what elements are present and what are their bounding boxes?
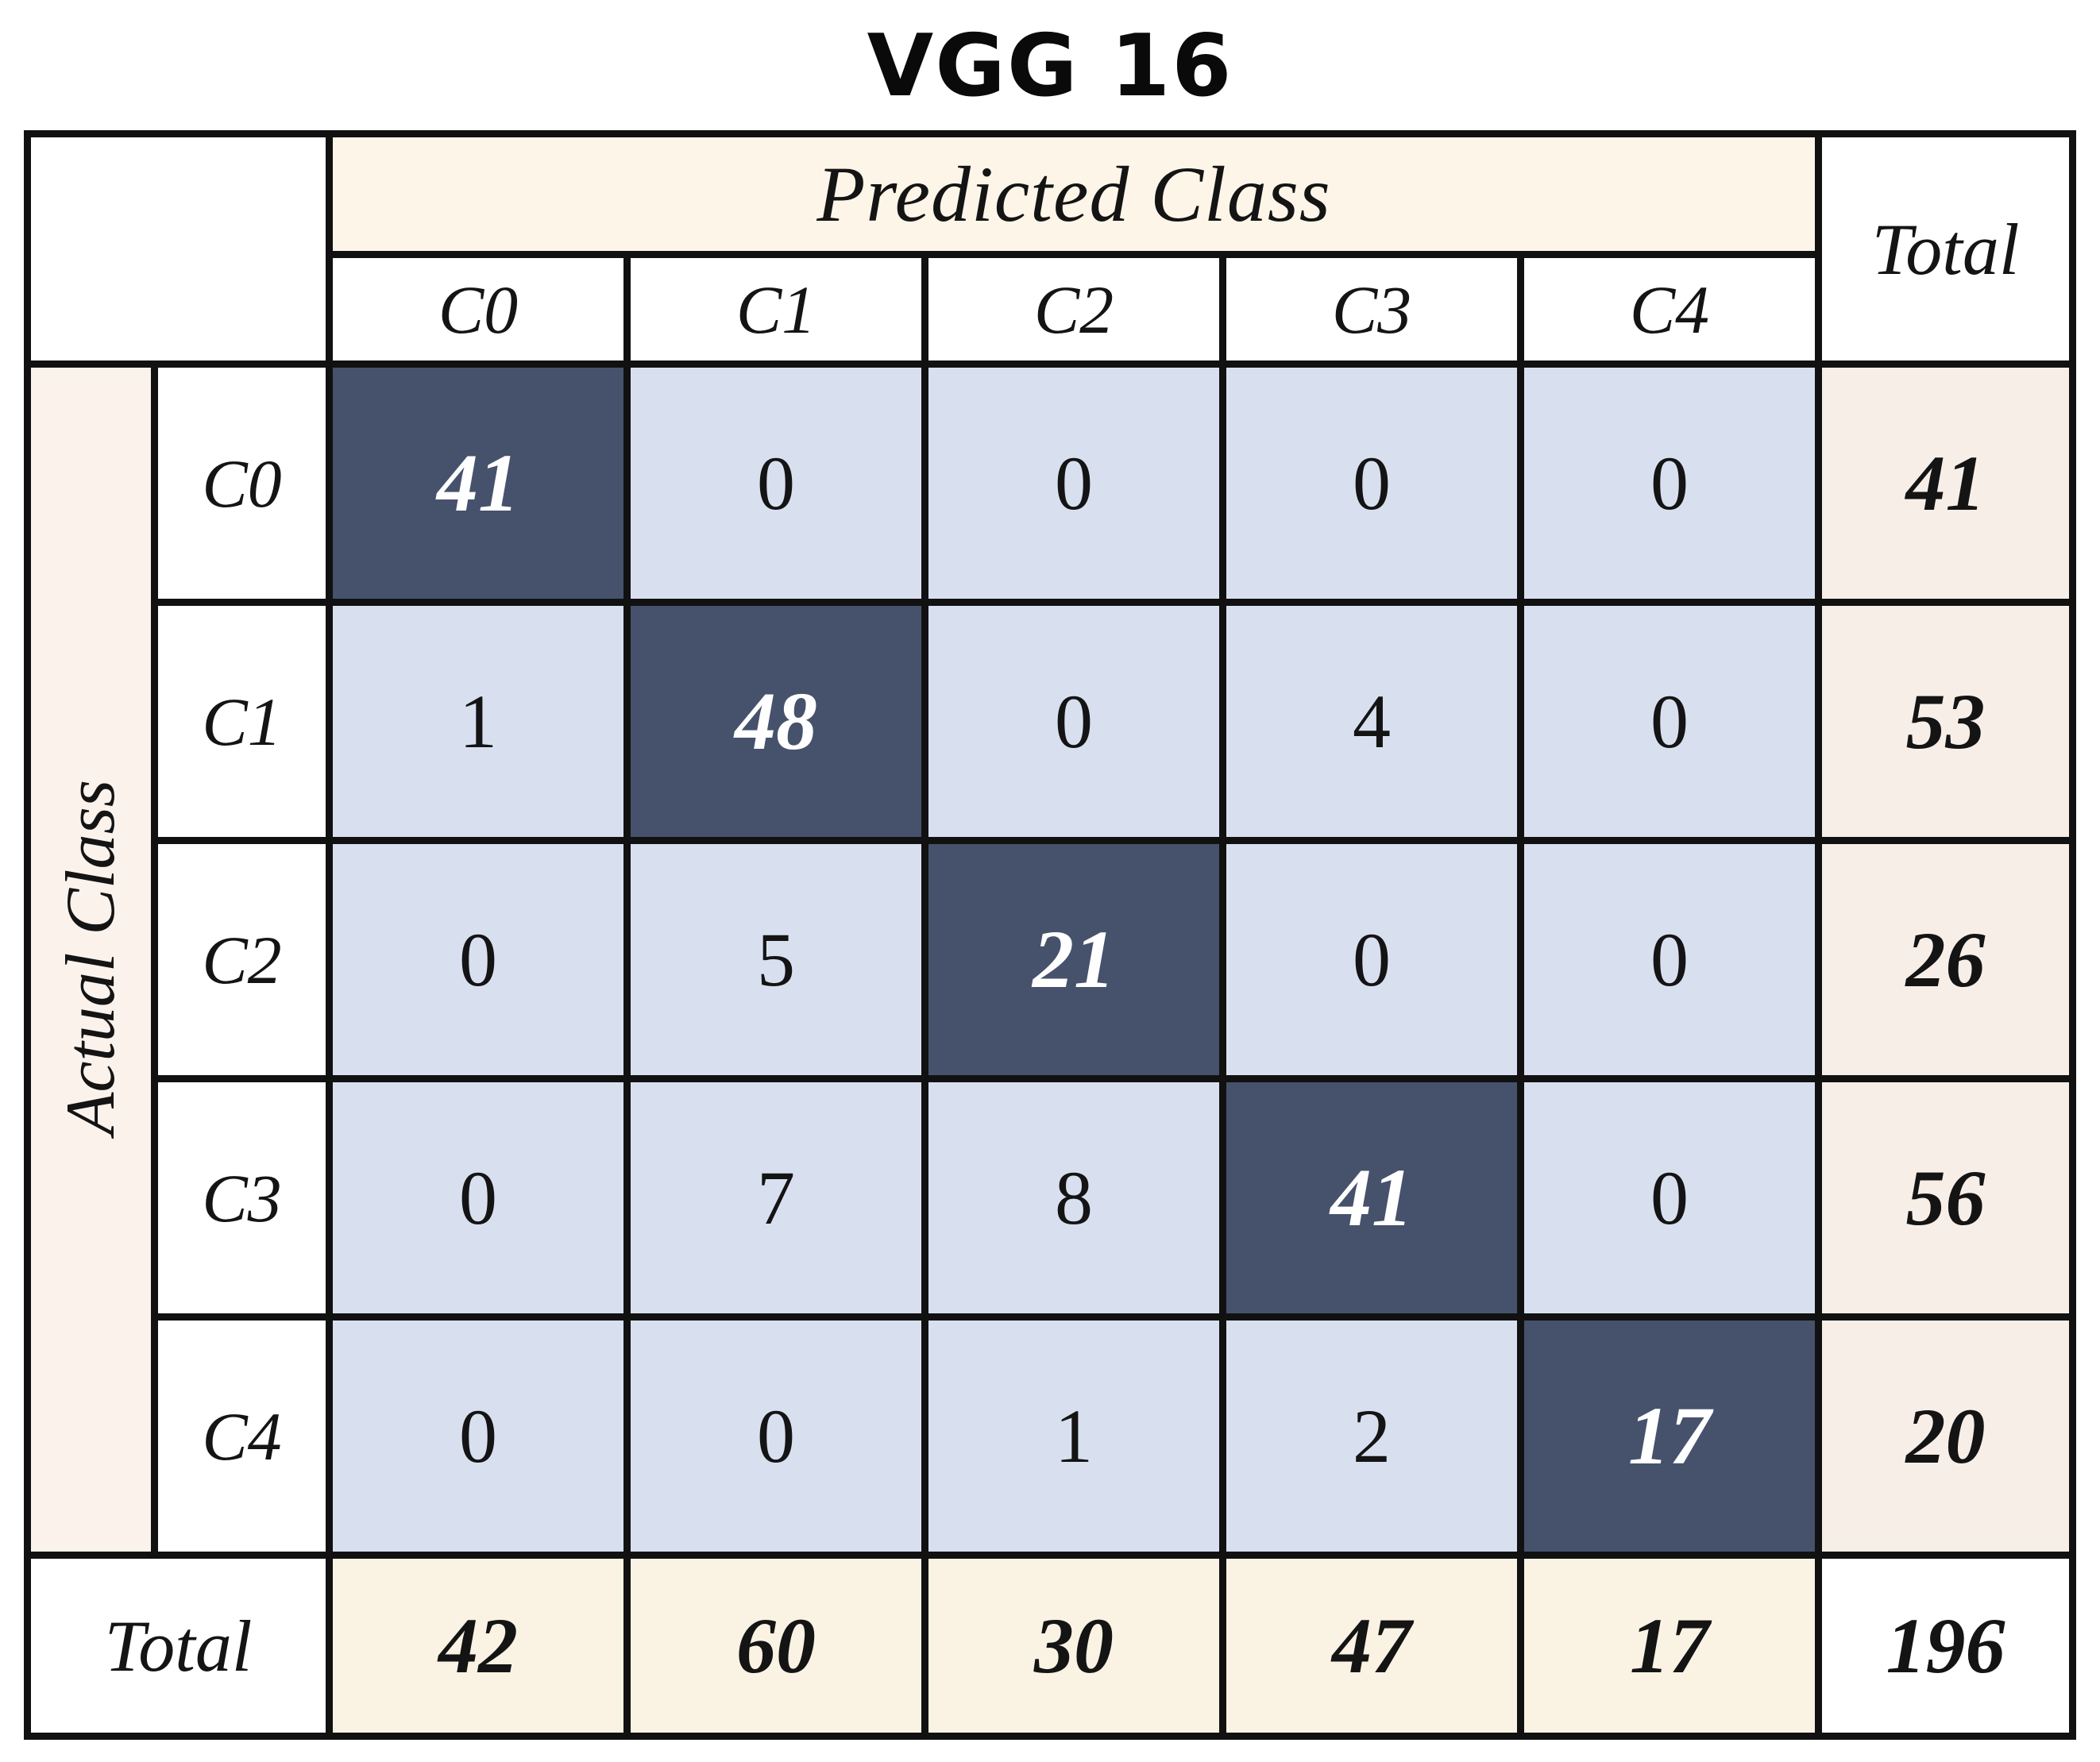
- matrix-cell-C0-C3: 0: [1219, 360, 1524, 606]
- matrix-cell-C4-C0: 0: [326, 1313, 631, 1559]
- grand-total: 196: [1815, 1552, 2076, 1740]
- matrix-cell-C0-C1: 0: [623, 360, 928, 606]
- matrix-row-C3: C3 0 7 8 41 0 56: [28, 1075, 2076, 1321]
- matrix-cell-C0-C0: 41: [326, 360, 631, 606]
- row-total-C0: 41: [1815, 360, 2076, 606]
- row-total-C2: 26: [1815, 837, 2076, 1082]
- matrix-cell-C0-C2: 0: [921, 360, 1226, 606]
- row-total-C4: 20: [1815, 1313, 2076, 1559]
- col-total-C2: 30: [921, 1552, 1226, 1740]
- matrix-cell-C4-C4: 17: [1517, 1313, 1822, 1559]
- actual-row-header-C1: C1: [151, 599, 333, 844]
- col-total-C3: 47: [1219, 1552, 1524, 1740]
- predicted-class-header: Predicted Class: [326, 130, 1822, 258]
- matrix-cell-C1-C4: 0: [1517, 599, 1822, 844]
- matrix-cell-C3-C1: 7: [623, 1075, 928, 1321]
- matrix-row-C0: Actual Class C0 41 0 0 0 0 41: [24, 360, 2076, 1559]
- matrix-cell-C4-C3: 2: [1219, 1313, 1524, 1559]
- col-total-C0: 42: [326, 1552, 631, 1740]
- matrix-cell-C2-C3: 0: [1219, 837, 1524, 1082]
- matrix-cell-C3-C2: 8: [921, 1075, 1226, 1321]
- matrix-body: Predicted Class Total C0 C1 C2 C3 C4 Actual …: [24, 130, 2076, 1740]
- matrix-cell-C3-C0: 0: [326, 1075, 631, 1321]
- actual-class-header: Actual Class: [24, 360, 158, 1559]
- chart-title: VGG 16: [867, 16, 1233, 116]
- actual-row-header-C4: C4: [151, 1313, 333, 1559]
- predicted-col-header-C4: C4: [1517, 251, 1822, 368]
- row-total-C1: 53: [1815, 599, 2076, 844]
- matrix-cell-C2-C4: 0: [1517, 837, 1822, 1082]
- row-total-C3: 56: [1815, 1075, 2076, 1321]
- totals-row-label: Total: [24, 1552, 333, 1740]
- matrix-cell-C4-C1: 0: [623, 1313, 928, 1559]
- total-column-header: Total: [1815, 130, 2076, 368]
- matrix-cell-C2-C1: 5: [623, 837, 928, 1082]
- corner-spacer: [24, 130, 333, 368]
- matrix-cell-C4-C2: 1: [921, 1313, 1226, 1559]
- actual-row-header-C2: C2: [151, 837, 333, 1082]
- matrix-cell-C3-C3: 41: [1219, 1075, 1524, 1321]
- totals-row: Total 42 60 30 47 17 196: [24, 1552, 2076, 1740]
- actual-class-label: Actual Class: [52, 780, 129, 1135]
- predicted-col-header-C0: C0: [326, 251, 631, 368]
- column-headers-row: C0 C1 C2 C3 C4: [28, 251, 2073, 368]
- matrix-row-C2: C2 0 5 21 0 0 26: [28, 837, 2076, 1082]
- col-total-C4: 17: [1517, 1552, 1822, 1740]
- matrix-row-C4: C4 0 0 1 2 17 20: [28, 1313, 2076, 1559]
- matrix-row-C1: C1 1 48 0 4 0 53: [28, 599, 2076, 844]
- matrix-cell-C3-C4: 0: [1517, 1075, 1822, 1321]
- matrix-cell-C1-C1: 48: [623, 599, 928, 844]
- actual-row-header-C0: C0: [151, 360, 333, 606]
- matrix-cell-C0-C4: 0: [1517, 360, 1822, 606]
- matrix-cell-C2-C0: 0: [326, 837, 631, 1082]
- predicted-col-header-C3: C3: [1219, 251, 1524, 368]
- matrix-cell-C1-C2: 0: [921, 599, 1226, 844]
- matrix-cell-C1-C0: 1: [326, 599, 631, 844]
- actual-row-header-C3: C3: [151, 1075, 333, 1321]
- confusion-matrix-table: Predicted Class Total C0 C1 C2 C3 C4 Actual …: [24, 130, 2076, 1740]
- matrix-cell-C1-C3: 4: [1219, 599, 1524, 844]
- predicted-col-header-C2: C2: [921, 251, 1226, 368]
- matrix-cell-C2-C2: 21: [921, 837, 1226, 1082]
- predicted-col-header-C1: C1: [623, 251, 928, 368]
- col-total-C1: 60: [623, 1552, 928, 1740]
- predicted-header-row: Predicted Class Total: [24, 130, 2076, 368]
